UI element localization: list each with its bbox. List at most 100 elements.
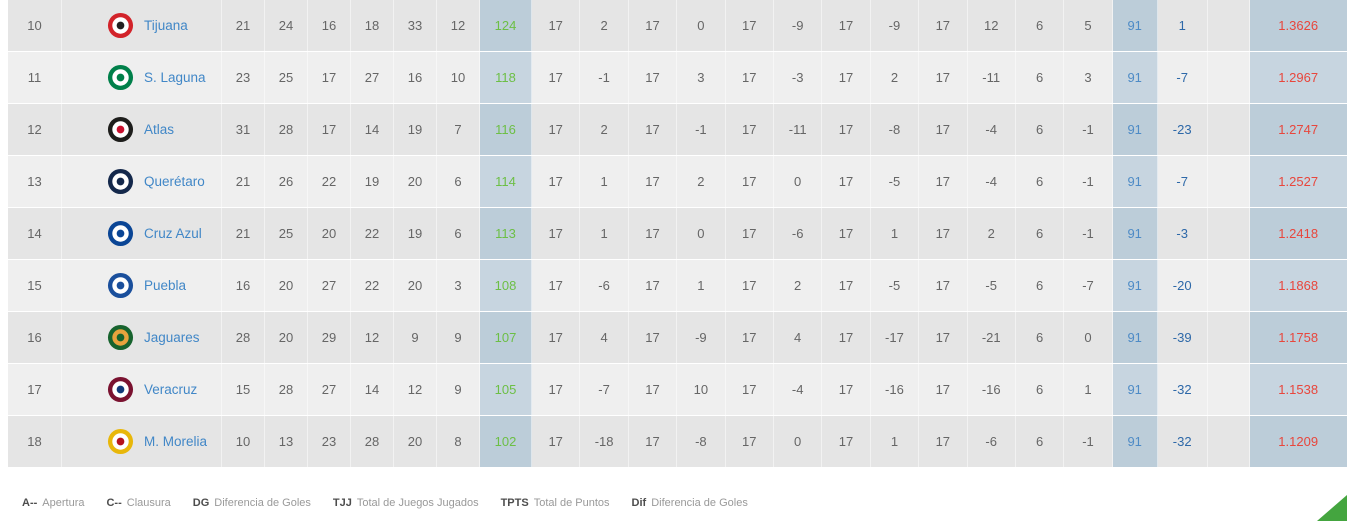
stat-cell: 6 xyxy=(437,156,480,207)
stat-cell: 19 xyxy=(394,208,437,259)
stat-cell: 31 xyxy=(222,104,265,155)
stat-cell: -6 xyxy=(774,208,823,259)
team-name-link[interactable]: Querétaro xyxy=(144,174,205,189)
cociente-cell: 1.3626 xyxy=(1249,0,1347,51)
stat-cell: 17 xyxy=(629,52,678,103)
cociente-cell: 1.1868 xyxy=(1249,260,1347,311)
stat-cell: 17 xyxy=(919,52,968,103)
dif-cell: -39 xyxy=(1158,312,1208,363)
stat-cell: 6 xyxy=(1016,260,1065,311)
stat-cell: 3 xyxy=(437,260,480,311)
team-name-link[interactable]: Jaguares xyxy=(144,330,200,345)
stat-cell: -4 xyxy=(968,156,1016,207)
stat-cell: 6 xyxy=(437,208,480,259)
team-cell: Cruz Azul xyxy=(62,208,222,259)
stat-cell: 26 xyxy=(265,156,308,207)
table-row: 12 Atlas 31 28 17 14 19 7 116 17 2 17 -1 17 -11 17 -8 1… xyxy=(8,104,1347,156)
stat-cell: 6 xyxy=(1016,156,1065,207)
stat-cell: 17 xyxy=(919,0,968,51)
stat-cell: -16 xyxy=(968,364,1016,415)
legend-label: Diferencia de Goles xyxy=(651,497,748,509)
stat-cell: 2 xyxy=(677,156,726,207)
legend-item: C-- Clausura xyxy=(106,497,170,509)
stat-cell: 17 xyxy=(532,208,581,259)
stat-cell: 12 xyxy=(351,312,394,363)
legend-abbr: C-- xyxy=(106,497,122,509)
stat-cell: 24 xyxy=(265,0,308,51)
table-row: 14 Cruz Azul 21 25 20 22 19 6 113 17 1 17 0 17 -6 17 1… xyxy=(8,208,1347,260)
team-cell: Atlas xyxy=(62,104,222,155)
stat-cell: -1 xyxy=(1064,156,1113,207)
legend-label: Total de Puntos xyxy=(533,497,610,509)
stat-cell: -11 xyxy=(968,52,1016,103)
stat-cell: 21 xyxy=(222,156,265,207)
team-cell: Jaguares xyxy=(62,312,222,363)
table-row: 11 S. Laguna 23 25 17 27 16 10 118 17 -1 17 3 17 -3 1… xyxy=(8,52,1347,104)
dif-cell: -32 xyxy=(1158,416,1208,467)
tpts-cell: 116 xyxy=(480,104,532,155)
stat-cell: 1 xyxy=(871,416,920,467)
stat-cell: 1 xyxy=(1064,364,1113,415)
rank-cell: 17 xyxy=(8,364,62,415)
tjj-cell: 91 xyxy=(1112,364,1158,415)
dif-cell: -32 xyxy=(1158,364,1208,415)
stat-cell: 17 xyxy=(629,260,678,311)
stat-cell: 17 xyxy=(822,364,871,415)
stat-cell: -7 xyxy=(580,364,629,415)
tjj-cell: 91 xyxy=(1112,208,1158,259)
dif-cell: -20 xyxy=(1158,260,1208,311)
team-cell: Tijuana xyxy=(62,0,222,51)
team-name-link[interactable]: S. Laguna xyxy=(144,70,206,85)
stat-cell: 0 xyxy=(774,156,823,207)
stat-cell: 10 xyxy=(677,364,726,415)
stat-cell: 29 xyxy=(308,312,351,363)
team-name-link[interactable]: M. Morelia xyxy=(144,434,208,449)
stat-cell: 7 xyxy=(437,104,480,155)
team-name-link[interactable]: Cruz Azul xyxy=(144,226,202,241)
stat-cell: 17 xyxy=(919,312,968,363)
stat-cell: 23 xyxy=(308,416,351,467)
team-cell: Puebla xyxy=(62,260,222,311)
cociente-cell: 1.1758 xyxy=(1249,312,1347,363)
stat-cell: -5 xyxy=(871,260,920,311)
stat-cell: 6 xyxy=(1016,104,1065,155)
stat-cell: 2 xyxy=(580,0,629,51)
stat-cell: -17 xyxy=(871,312,920,363)
dif-cell: -23 xyxy=(1158,104,1208,155)
stat-cell: 17 xyxy=(629,416,678,467)
stat-cell: 17 xyxy=(919,364,968,415)
team-logo-icon xyxy=(107,168,134,195)
stat-cell: -1 xyxy=(580,52,629,103)
stat-cell: 27 xyxy=(308,364,351,415)
stat-cell: 25 xyxy=(265,208,308,259)
stat-cell: 17 xyxy=(919,260,968,311)
stat-cell: -8 xyxy=(677,416,726,467)
stat-cell: 17 xyxy=(532,416,581,467)
dif-cell: 1 xyxy=(1158,0,1208,51)
stat-cell: 6 xyxy=(1016,364,1065,415)
stat-cell: 9 xyxy=(437,312,480,363)
stat-cell: 17 xyxy=(532,364,581,415)
stat-cell: 14 xyxy=(351,104,394,155)
table-row: 18 M. Morelia 10 13 23 28 20 8 102 17 -18 17 -8 17 0… xyxy=(8,416,1347,468)
team-name-link[interactable]: Tijuana xyxy=(144,18,188,33)
spacer-cell xyxy=(1208,0,1250,51)
cociente-cell: 1.1538 xyxy=(1249,364,1347,415)
cociente-cell: 1.2967 xyxy=(1249,52,1347,103)
tjj-cell: 91 xyxy=(1112,312,1158,363)
stat-cell: 3 xyxy=(677,52,726,103)
tpts-cell: 107 xyxy=(480,312,532,363)
legend-label: Clausura xyxy=(126,497,171,509)
table-row: 16 Jaguares 28 20 29 12 9 9 107 17 4 17 -9 17 4 17 -17… xyxy=(8,312,1347,364)
team-name-link[interactable]: Puebla xyxy=(144,278,187,293)
team-name-link[interactable]: Atlas xyxy=(144,122,175,137)
cociente-cell: 1.2747 xyxy=(1249,104,1347,155)
stat-cell: 28 xyxy=(351,416,394,467)
team-name-link[interactable]: Veracruz xyxy=(144,382,198,397)
stat-cell: 0 xyxy=(677,0,726,51)
stat-cell: 17 xyxy=(629,312,678,363)
spacer-cell xyxy=(1208,208,1250,259)
tpts-cell: 114 xyxy=(480,156,532,207)
table-row: 15 Puebla 16 20 27 22 20 3 108 17 -6 17 1 17 2 17 -5 17… xyxy=(8,260,1347,312)
stat-cell: 27 xyxy=(308,260,351,311)
